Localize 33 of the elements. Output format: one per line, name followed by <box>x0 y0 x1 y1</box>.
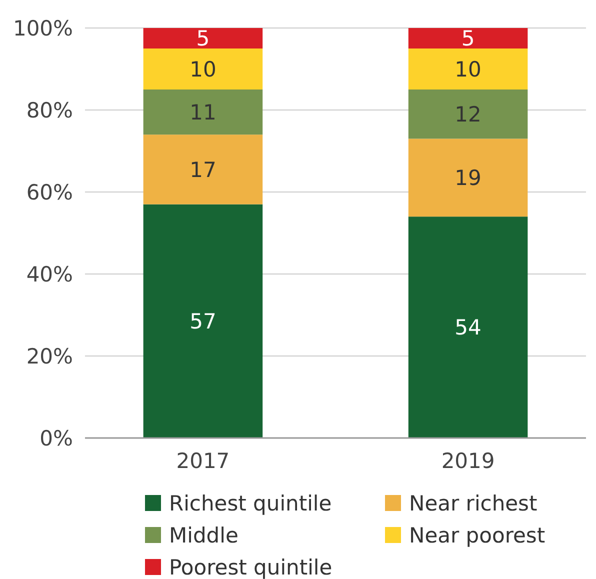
data-label: 17 <box>190 158 216 182</box>
legend-label: Richest quintile <box>169 491 332 516</box>
legend-label: Near poorest <box>409 523 546 548</box>
data-label: 12 <box>454 102 482 126</box>
bar <box>408 138 528 217</box>
data-label: 11 <box>190 100 216 124</box>
x-tick-label: 2017 <box>176 449 230 473</box>
legend-label: Poorest quintile <box>169 555 332 579</box>
bar <box>408 28 528 48</box>
bar <box>143 48 263 90</box>
data-label: 5 <box>461 26 475 51</box>
y-tick-label: 0% <box>40 426 73 450</box>
data-label: 19 <box>454 166 482 190</box>
data-label: 10 <box>454 57 482 82</box>
bar <box>143 90 263 135</box>
y-tick-label: 20% <box>26 344 73 368</box>
y-tick-label: 60% <box>26 180 73 204</box>
data-label: 54 <box>454 316 482 340</box>
data-label: 10 <box>190 57 216 82</box>
data-label: 5 <box>196 26 210 51</box>
y-tick-label: 100% <box>12 16 73 40</box>
bar <box>408 48 528 90</box>
bar <box>143 134 263 204</box>
data-label: 57 <box>190 310 216 334</box>
legend-label: Near richest <box>409 491 538 516</box>
legend-label: Middle <box>169 523 238 548</box>
bar <box>408 90 528 139</box>
y-tick-label: 40% <box>26 262 73 286</box>
y-tick-label: 80% <box>26 98 73 122</box>
bar <box>143 204 263 438</box>
bar <box>143 28 263 48</box>
x-tick-label: 2019 <box>441 449 495 473</box>
bar <box>408 216 528 438</box>
